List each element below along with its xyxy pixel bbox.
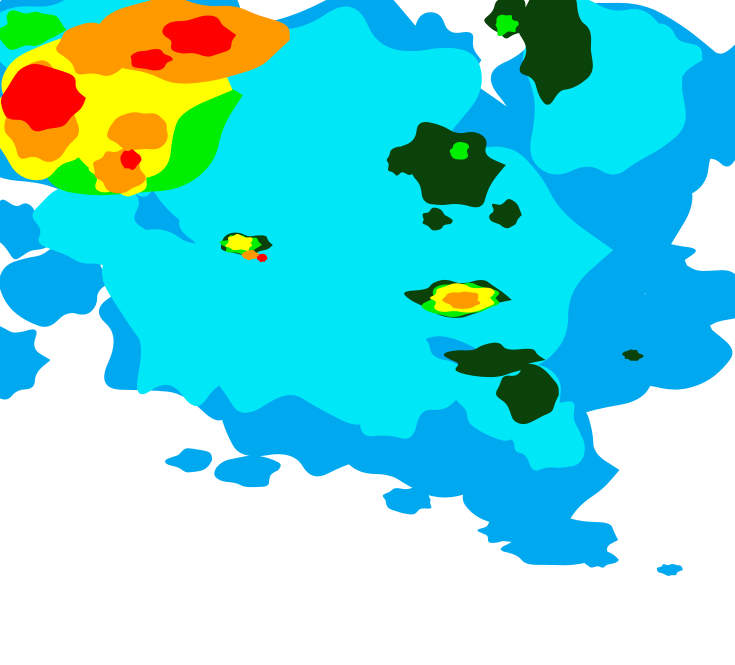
light-moderate-precip-echo [312,163,446,260]
light-precip-echo [500,514,619,566]
very-heavy-precip-echo [107,112,168,150]
light-precip-echo [0,326,51,400]
light-precip-echo [382,487,432,515]
extreme-precip-echo [0,63,86,132]
light-precip-echo [0,199,53,260]
moderate-heavy-precip-echo [449,142,470,160]
light-precip-echo [477,516,522,543]
extreme-precip-echo [162,15,237,57]
moderate-heavy-precip-echo [0,10,67,50]
moderate-precip-echo [443,342,546,378]
light-precip-echo [584,551,620,568]
light-precip-echo [656,563,683,576]
light-precip-echo [165,448,213,473]
extreme-precip-echo [256,253,268,263]
light-precip-echo [214,455,281,488]
very-heavy-precip-echo [442,291,481,309]
moderate-precip-echo [496,363,559,425]
moderate-precip-echo [386,146,417,176]
moderate-heavy-precip-echo [495,14,519,37]
light-moderate-precip-echo [255,111,614,368]
moderate-precip-echo [517,0,593,105]
extreme-precip-echo [120,149,142,170]
heavy-precip-echo [225,233,253,251]
moderate-precip-echo [622,349,644,361]
very-heavy-precip-echo [56,22,139,76]
extreme-precip-echo [130,48,174,71]
light-precip-echo [0,247,114,327]
moderate-precip-echo [489,199,522,229]
light-moderate-precip-echo [325,334,466,439]
moderate-precip-echo [422,207,453,231]
light-precip-echo [671,44,735,167]
very-heavy-precip-echo [241,250,259,261]
light-moderate-precip-echo [605,23,703,104]
precip-extreme-layer [0,15,268,263]
moderate-precip-echo [398,121,506,208]
